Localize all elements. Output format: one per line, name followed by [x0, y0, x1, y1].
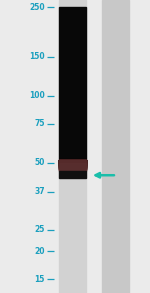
- Bar: [58, 160, 85, 161]
- Bar: [58, 160, 85, 170]
- Text: 50: 50: [35, 159, 45, 167]
- Bar: [58, 160, 85, 170]
- Bar: [58, 163, 85, 171]
- Bar: [58, 160, 85, 165]
- Bar: [58, 160, 85, 163]
- Bar: [58, 160, 85, 168]
- Text: 75: 75: [34, 119, 45, 128]
- Bar: [58, 171, 85, 178]
- Bar: [58, 160, 85, 162]
- Text: 15: 15: [35, 275, 45, 284]
- Bar: [58, 160, 85, 166]
- Bar: [58, 160, 85, 161]
- Bar: [58, 160, 85, 167]
- Text: 20: 20: [34, 247, 45, 256]
- Text: 150: 150: [29, 52, 45, 61]
- Bar: [58, 160, 85, 164]
- Bar: [58, 160, 85, 167]
- Bar: [58, 159, 85, 160]
- Bar: [58, 160, 85, 165]
- Bar: [58, 160, 85, 161]
- Bar: [58, 160, 85, 168]
- Bar: [58, 160, 85, 164]
- Bar: [58, 160, 85, 169]
- Bar: [58, 159, 85, 160]
- Text: 37: 37: [34, 188, 45, 197]
- Bar: [58, 160, 85, 171]
- Text: 250: 250: [29, 3, 45, 12]
- Bar: [58, 7, 85, 159]
- Bar: [102, 0, 129, 293]
- Text: 25: 25: [35, 225, 45, 234]
- Bar: [58, 160, 85, 167]
- Bar: [58, 160, 85, 163]
- Bar: [58, 160, 85, 166]
- Bar: [58, 160, 85, 169]
- Bar: [58, 0, 85, 293]
- Bar: [58, 160, 85, 166]
- Bar: [58, 160, 85, 162]
- Bar: [58, 160, 85, 163]
- Text: 100: 100: [29, 91, 45, 100]
- Bar: [58, 160, 85, 168]
